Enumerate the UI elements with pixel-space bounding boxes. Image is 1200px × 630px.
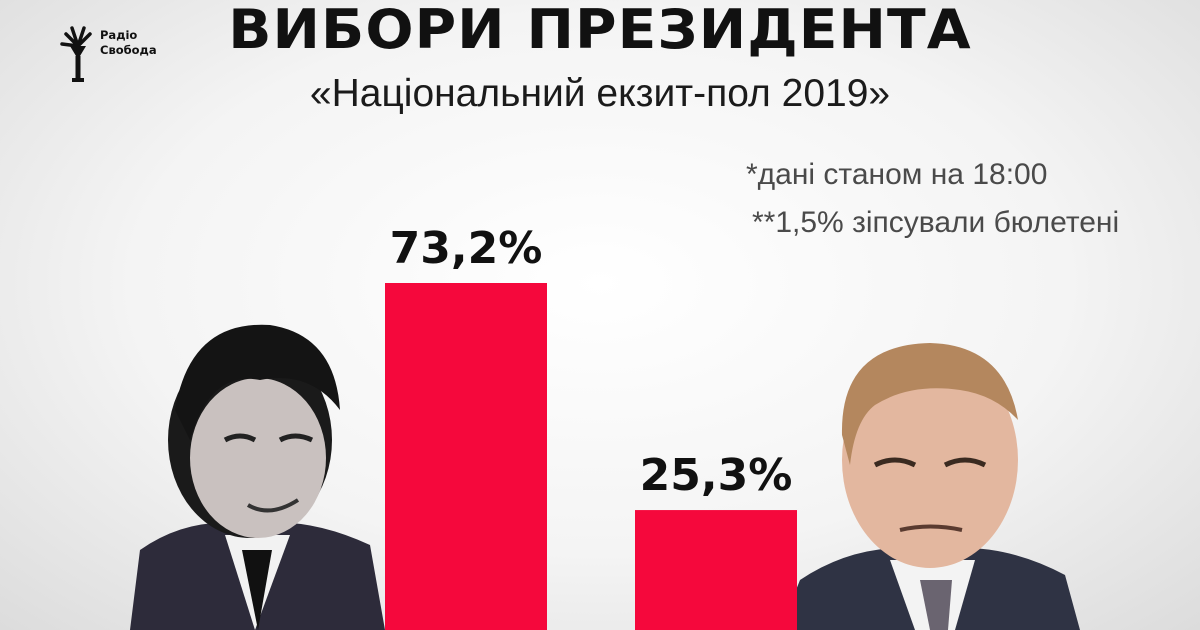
left-candidate-portrait [130, 324, 385, 630]
right-candidate-tie [920, 580, 952, 630]
radio-svoboda-logo: Радіо Свобода [58, 22, 168, 86]
bar-value-label-2: 25,3% [640, 450, 793, 501]
chart-subtitle: «Національний екзит-пол 2019» [309, 72, 891, 115]
logo-text: Радіо Свобода [100, 28, 157, 58]
left-candidate-hair [175, 324, 340, 440]
note-spoiled-ballots: **1,5% зіпсували бюлетені [752, 206, 1120, 239]
right-candidate-face [842, 352, 1018, 568]
bar-2 [635, 510, 797, 630]
bar-value-label-1: 73,2% [390, 223, 543, 274]
right-candidate-portrait [780, 343, 1080, 630]
note-time: *дані станом на 18:00 [746, 158, 1048, 191]
logo-line-2: Свобода [100, 43, 157, 57]
chart-title: ВИБОРИ ПРЕЗИДЕНТА [228, 0, 972, 61]
left-candidate-tie [242, 550, 272, 630]
logo-line-1: Радіо [100, 28, 138, 42]
bar-1 [385, 283, 547, 630]
right-candidate-hair [841, 343, 1018, 465]
left-candidate-face [190, 378, 326, 538]
torch-icon [60, 26, 92, 82]
